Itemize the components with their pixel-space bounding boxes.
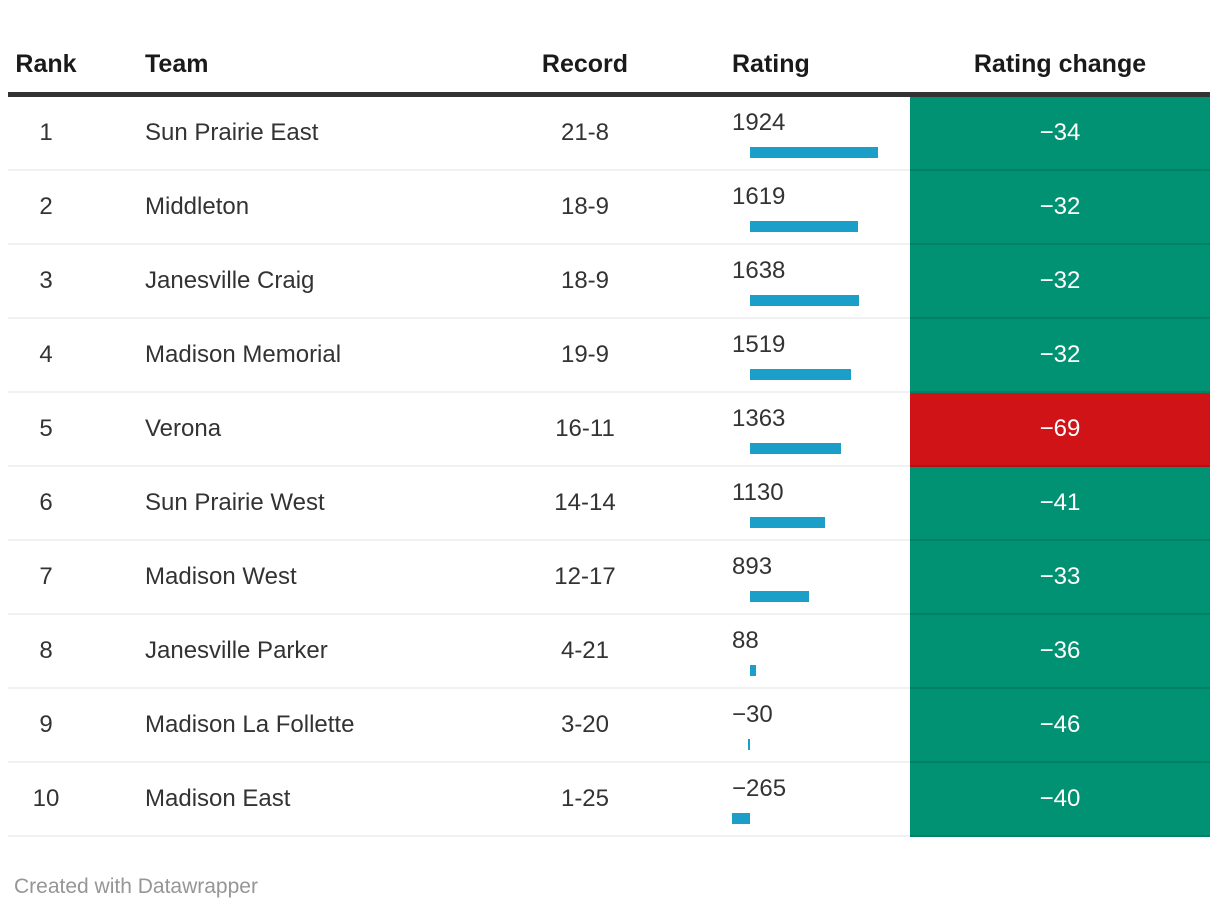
team-cell: Madison West <box>84 541 520 615</box>
rank-cell: 3 <box>8 245 84 319</box>
table-body: 1 Sun Prairie East 21-8 1924 −34 2 Middleton 18… <box>8 97 1210 837</box>
rating-value: 1519 <box>732 331 786 358</box>
rating-cell: 1363 <box>650 393 910 467</box>
rating-value: −30 <box>732 701 773 728</box>
datawrapper-credit: Created with Datawrapper <box>14 875 258 898</box>
column-header-record: Record <box>541 49 629 78</box>
table-row: 6 Sun Prairie West 14-14 1130 −41 <box>8 467 1210 541</box>
rating-cell: −30 <box>650 689 910 763</box>
team-cell: Sun Prairie West <box>84 467 520 541</box>
rating-bar-track <box>732 295 878 306</box>
rating-bar <box>749 591 810 602</box>
record-cell: 4-21 <box>520 615 650 689</box>
rating-bar <box>749 295 859 306</box>
column-header-rating-change: Rating change <box>973 49 1147 78</box>
rating-change-cell: −69 <box>910 393 1210 467</box>
rank-cell: 1 <box>8 97 84 171</box>
rating-value: 1638 <box>732 257 786 284</box>
table-row: 3 Janesville Craig 18-9 1638 −32 <box>8 245 1210 319</box>
rating-change-cell: −32 <box>910 171 1210 245</box>
team-cell: Verona <box>84 393 520 467</box>
rating-change-cell: −40 <box>910 763 1210 837</box>
rating-change-cell: −41 <box>910 467 1210 541</box>
rating-cell: −265 <box>650 763 910 837</box>
record-cell: 1-25 <box>520 763 650 837</box>
column-header-rating: Rating <box>732 49 810 78</box>
rating-cell: 1519 <box>650 319 910 393</box>
rating-cell: 88 <box>650 615 910 689</box>
rating-cell: 1619 <box>650 171 910 245</box>
rating-change-cell: −46 <box>910 689 1210 763</box>
rating-value: 1363 <box>732 405 786 432</box>
rating-bar-track <box>732 221 878 232</box>
rating-cell: 1924 <box>650 97 910 171</box>
team-cell: Janesville Craig <box>84 245 520 319</box>
rank-cell: 5 <box>8 393 84 467</box>
rank-cell: 10 <box>8 763 84 837</box>
rank-cell: 2 <box>8 171 84 245</box>
team-cell: Middleton <box>84 171 520 245</box>
rating-bar-track <box>732 369 878 380</box>
rating-value: 893 <box>732 553 773 580</box>
rating-value: −265 <box>732 775 787 802</box>
rating-bar <box>749 443 841 454</box>
column-header-rank: Rank <box>15 49 77 78</box>
table-row: 8 Janesville Parker 4-21 88 −36 <box>8 615 1210 689</box>
rating-bar-track <box>732 147 878 158</box>
rating-bar <box>749 517 826 528</box>
rating-bar-track <box>732 517 878 528</box>
rank-cell: 4 <box>8 319 84 393</box>
table-header: Rank Team Record Rating Rating change <box>8 36 1210 97</box>
rating-bar-track <box>732 739 878 750</box>
table-row: 10 Madison East 1-25 −265 −40 <box>8 763 1210 837</box>
record-cell: 21-8 <box>520 97 650 171</box>
rating-bar <box>749 665 756 676</box>
rating-bar-track <box>732 443 878 454</box>
record-cell: 14-14 <box>520 467 650 541</box>
record-cell: 16-11 <box>520 393 650 467</box>
rating-cell: 1130 <box>650 467 910 541</box>
rating-value: 1924 <box>732 109 786 136</box>
team-cell: Sun Prairie East <box>84 97 520 171</box>
column-header-team: Team <box>145 49 209 78</box>
rating-cell: 893 <box>650 541 910 615</box>
table-row: 7 Madison West 12-17 893 −33 <box>8 541 1210 615</box>
rating-change-cell: −33 <box>910 541 1210 615</box>
team-cell: Madison East <box>84 763 520 837</box>
rating-value: 1130 <box>732 479 784 506</box>
rating-bar-track <box>732 813 878 824</box>
record-cell: 18-9 <box>520 171 650 245</box>
table-row: 1 Sun Prairie East 21-8 1924 −34 <box>8 97 1210 171</box>
rating-bar <box>749 221 858 232</box>
rating-value: 1619 <box>732 183 786 210</box>
rating-bar <box>749 369 851 380</box>
rating-cell: 1638 <box>650 245 910 319</box>
rank-cell: 9 <box>8 689 84 763</box>
table-row: 9 Madison La Follette 3-20 −30 −46 <box>8 689 1210 763</box>
rating-change-cell: −32 <box>910 245 1210 319</box>
rating-change-cell: −34 <box>910 97 1210 171</box>
table-row: 4 Madison Memorial 19-9 1519 −32 <box>8 319 1210 393</box>
rating-bar-track <box>732 665 878 676</box>
record-cell: 18-9 <box>520 245 650 319</box>
rank-cell: 8 <box>8 615 84 689</box>
rating-bar <box>732 813 750 824</box>
record-cell: 3-20 <box>520 689 650 763</box>
record-cell: 19-9 <box>520 319 650 393</box>
record-cell: 12-17 <box>520 541 650 615</box>
rating-value: 88 <box>732 627 759 654</box>
rating-bar-track <box>732 591 878 602</box>
rating-bar <box>747 739 750 750</box>
rank-cell: 7 <box>8 541 84 615</box>
table-row: 5 Verona 16-11 1363 −69 <box>8 393 1210 467</box>
rating-bar <box>749 147 878 158</box>
rank-cell: 6 <box>8 467 84 541</box>
team-cell: Madison Memorial <box>84 319 520 393</box>
team-cell: Janesville Parker <box>84 615 520 689</box>
rating-change-cell: −32 <box>910 319 1210 393</box>
rating-change-cell: −36 <box>910 615 1210 689</box>
table-row: 2 Middleton 18-9 1619 −32 <box>8 171 1210 245</box>
team-cell: Madison La Follette <box>84 689 520 763</box>
